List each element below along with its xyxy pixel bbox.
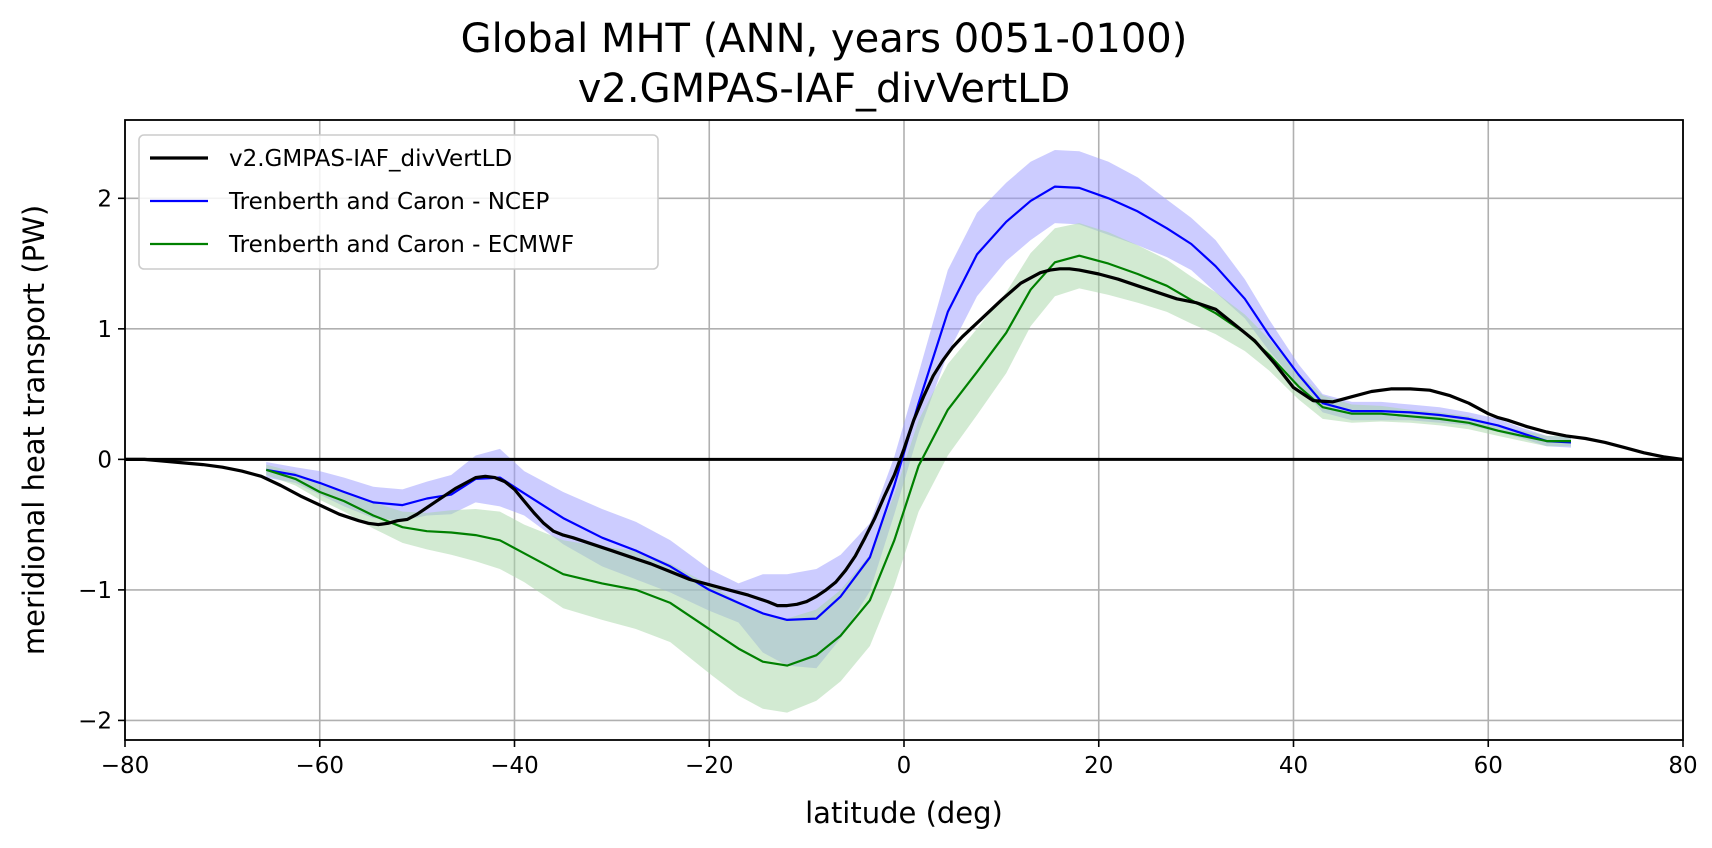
y-axis-label: meridional heat transport (PW): [17, 205, 51, 655]
legend-label-0: v2.GMPAS-IAF_divVertLD: [229, 146, 512, 172]
x-tick-label: −80: [101, 753, 150, 779]
legend: v2.GMPAS-IAF_divVertLD Trenberth and Caro…: [138, 134, 659, 270]
legend-label-1: Trenberth and Caron - NCEP: [228, 189, 550, 215]
y-tick-label: 1: [97, 317, 112, 343]
series-line-0: [125, 267, 1684, 608]
x-tick-label: 60: [1474, 753, 1503, 779]
chart-subtitle: v2.GMPAS-IAF_divVertLD: [578, 66, 1071, 112]
series-lines: [125, 185, 1684, 667]
series-line-2: [265, 254, 1571, 667]
y-tick-label: 2: [97, 186, 112, 212]
x-tick-label: 20: [1084, 753, 1113, 779]
x-tick-label: 40: [1279, 753, 1308, 779]
y-tick-label: −2: [78, 708, 112, 734]
x-tick-label: 80: [1668, 753, 1697, 779]
x-tick-label: −60: [295, 753, 344, 779]
x-tick-label: −40: [490, 753, 539, 779]
legend-label-2: Trenberth and Caron - ECMWF: [228, 232, 574, 258]
legend-box: [138, 134, 659, 270]
y-tick-label: −1: [78, 578, 112, 604]
y-tick-label: 0: [97, 447, 112, 473]
x-axis-label: latitude (deg): [805, 796, 1003, 830]
chart-title: Global MHT (ANN, years 0051-0100): [461, 16, 1188, 62]
axis-ticks: −80 −60 −40 −20 0 20 40 60 80 −2 −1 0 1 2: [78, 186, 1698, 779]
x-tick-label: 0: [897, 753, 912, 779]
x-tick-label: −20: [685, 753, 734, 779]
